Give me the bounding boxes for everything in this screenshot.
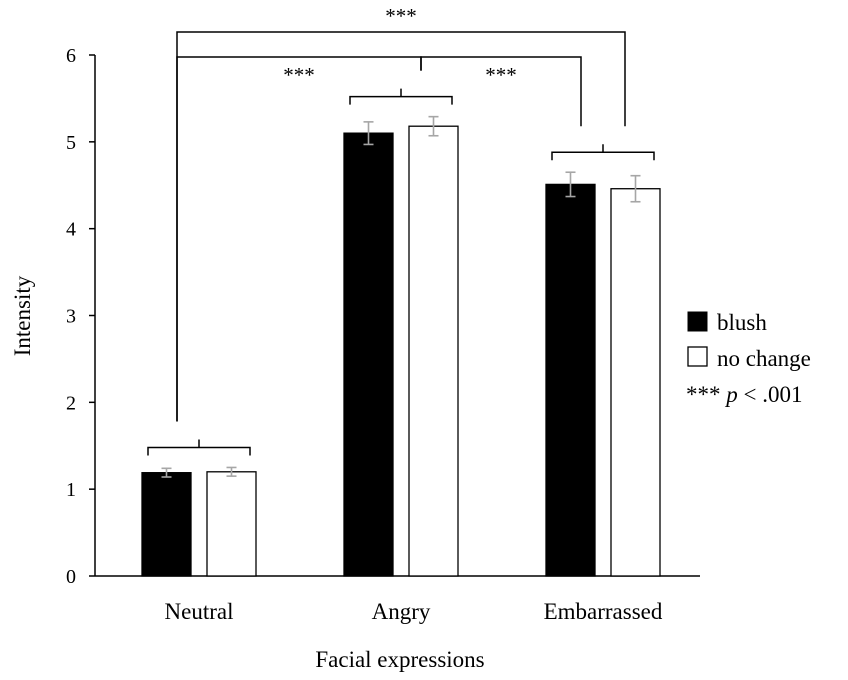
y-axis-title: Intensity [10,275,35,356]
bars [141,125,661,577]
significance-label: *** [283,63,315,87]
legend-label-blush: blush [717,310,767,335]
axes: 0 1 2 3 4 5 6 [66,45,700,588]
bar [206,471,257,577]
y-tick-label: 0 [66,566,76,588]
bar [343,132,394,577]
group-brace [551,144,655,161]
y-ticks: 0 1 2 3 4 5 6 [66,45,95,588]
bar [545,183,596,577]
category-label: Embarrassed [544,599,663,624]
y-tick-label: 5 [66,132,76,154]
bar [141,472,192,577]
error-bars [161,115,641,478]
legend: blush no change *** p < .001 [686,310,811,407]
group-brace [147,439,251,456]
significance-bracket [420,56,582,127]
note-threshold: < .001 [744,382,803,407]
y-tick-label: 3 [66,306,76,328]
significance-bracket [176,31,626,422]
note-p: p [724,382,738,407]
bar [408,125,459,577]
significance-label: *** [485,63,517,87]
legend-swatch-blush [687,311,708,332]
x-axis-title: Facial expressions [315,647,484,672]
group-brace [349,88,453,105]
bar [610,188,661,577]
y-tick-label: 1 [66,479,76,501]
y-tick-label: 2 [66,392,76,414]
significance-label: *** [385,4,417,28]
y-tick-label: 6 [66,45,76,67]
significance-note: *** p < .001 [686,382,802,407]
category-label: Neutral [165,599,234,624]
category-label: Angry [372,599,431,624]
legend-label-no-change: no change [717,346,811,371]
y-tick-label: 4 [66,219,76,241]
category-labels: Neutral Angry Embarrassed [165,599,663,624]
significance-brackets: *** *** *** [176,4,626,422]
note-stars: *** [686,382,721,407]
group-braces [147,88,655,456]
legend-swatch-no-change [687,346,708,367]
